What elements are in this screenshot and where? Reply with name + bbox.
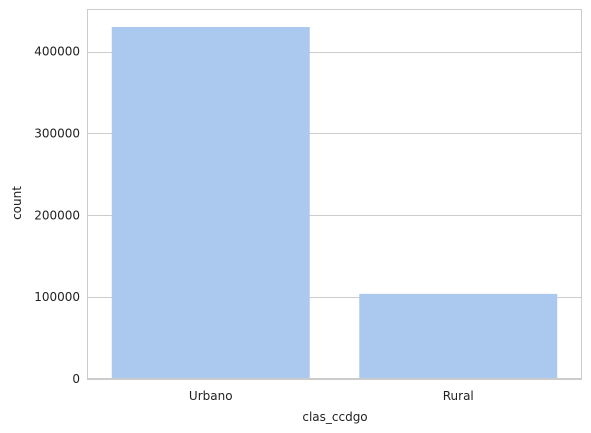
bar-urbano (111, 27, 310, 379)
y-tick-label: 200000 (34, 208, 80, 222)
y-tick-label: 300000 (34, 126, 80, 140)
y-tick-label: 400000 (34, 45, 80, 59)
bar-rural (359, 293, 558, 379)
x-tick-label: Rural (443, 389, 474, 403)
plot-frame (87, 9, 582, 379)
y-tick-label: 0 (72, 372, 80, 386)
x-tick-label: Urbano (189, 389, 233, 403)
y-axis-label: count (10, 186, 24, 220)
x-axis-label: clas_ccdgo (302, 410, 367, 424)
bars (111, 27, 558, 379)
y-tick-label: 100000 (34, 290, 80, 304)
x-tick-labels: Urbano Rural (189, 389, 474, 403)
y-tick-labels: 0 100000 200000 300000 400000 (34, 45, 80, 386)
